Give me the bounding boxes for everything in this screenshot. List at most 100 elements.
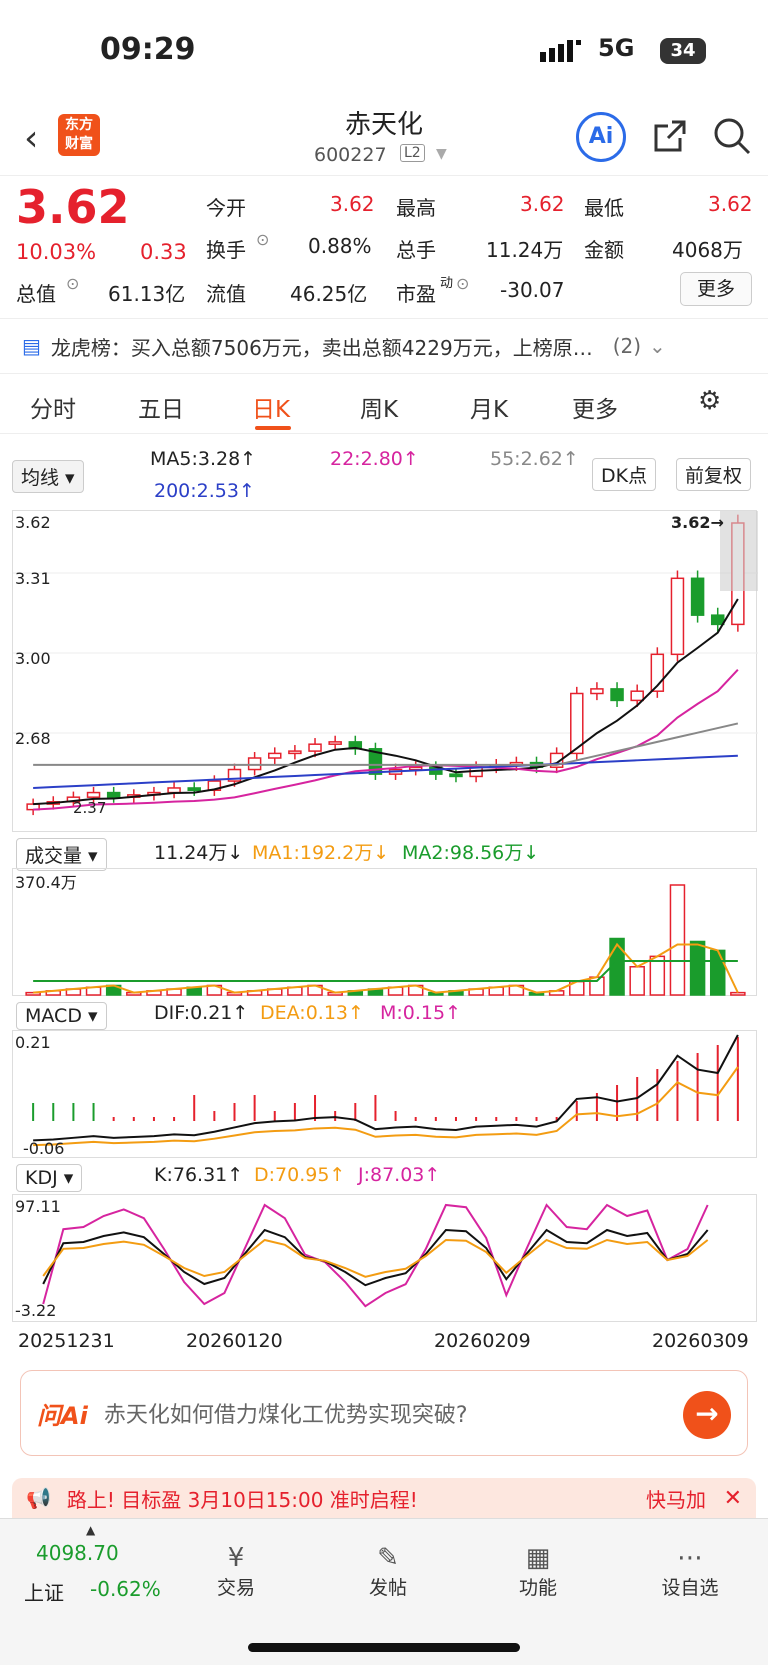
tab-monthly[interactable]: 月K (470, 397, 509, 423)
lhb-text: 龙虎榜：买入总额7506万元，卖出总额4229万元，上榜原… (50, 335, 593, 360)
mktcap-value: 61.13亿 (108, 282, 186, 306)
turnover-value: 0.88% (308, 234, 372, 258)
more-button[interactable]: 更多 (680, 272, 752, 306)
tab-daily[interactable]: 日K (252, 397, 291, 423)
index-change[interactable]: -0.62% (90, 1577, 161, 1601)
candle (590, 688, 604, 695)
open-value: 3.62 (330, 192, 375, 216)
float-value: 46.25亿 (290, 282, 368, 306)
nav-post[interactable]: ✎ 发帖 (348, 1543, 428, 1600)
tab-intraday[interactable]: 分时 (30, 397, 76, 423)
more-dots-icon: ⋯ (677, 1543, 703, 1573)
level-badge[interactable]: L2 (400, 144, 425, 162)
volume-bar (669, 884, 686, 996)
adjust-button[interactable]: 前复权 (676, 458, 752, 491)
candle (167, 787, 181, 794)
kdj-selector[interactable]: KDJ ▾ (16, 1164, 83, 1192)
ma200-label: 200:2.53↑ (154, 480, 255, 502)
nav-functions[interactable]: ▦ 功能 (498, 1543, 578, 1600)
index-name[interactable]: 上证 (24, 1581, 64, 1605)
tab-more[interactable]: 更多 (572, 397, 618, 423)
macd-dif: DIF:0.21↑ (154, 1002, 249, 1024)
open-label: 今开 (206, 196, 246, 220)
volume-bar (730, 991, 746, 996)
signal-icon (540, 40, 582, 66)
date-label: 20260309 (652, 1330, 749, 1352)
index-value[interactable]: 4098.70 (36, 1541, 119, 1565)
volume-bar (649, 955, 666, 996)
date-label: 20260120 (186, 1330, 283, 1352)
nav-trade[interactable]: ¥ 交易 (196, 1543, 276, 1600)
volume-bar (25, 991, 41, 996)
pe-sup: 动 (440, 276, 454, 291)
k-line (42, 1228, 709, 1287)
dragon-tiger-banner[interactable]: ▤ 龙虎榜：买入总额7506万元，卖出总额4229万元，上榜原… (2) ⌄ (0, 318, 768, 374)
edit-icon: ✎ (377, 1543, 399, 1573)
volume-bar (689, 940, 706, 996)
chevron-down-icon[interactable]: ▼ (436, 146, 447, 162)
low-label: 最低 (584, 196, 624, 220)
macd-m: M:0.15↑ (380, 1002, 462, 1024)
grid-icon: ▦ (525, 1543, 551, 1573)
tab-5day[interactable]: 五日 (138, 397, 184, 423)
search-icon[interactable] (712, 116, 752, 160)
close-icon[interactable]: ✕ (723, 1485, 742, 1511)
info-icon[interactable]: ⊙ (256, 230, 270, 249)
ma55-label: 55:2.62↑ (490, 448, 579, 470)
promo-text: 路上! 目标盈 3月10日15:00 准时启程! (66, 1487, 418, 1512)
promo-banner[interactable]: 📢 路上! 目标盈 3月10日15:00 准时启程! 快马加 ✕ (12, 1478, 756, 1518)
tab-weekly[interactable]: 周K (360, 397, 399, 423)
candle (610, 688, 624, 702)
share-icon[interactable] (650, 116, 690, 160)
arrow-right-icon[interactable]: → (683, 1391, 731, 1439)
gear-icon[interactable]: ⚙ (698, 386, 722, 416)
candle (710, 614, 725, 626)
app-logo: 东方 财富 (58, 114, 100, 156)
candle (570, 692, 584, 755)
home-indicator (248, 1643, 520, 1652)
ma5-line (33, 598, 739, 806)
candle (690, 577, 705, 616)
dk-point-button[interactable]: DK点 (592, 458, 657, 491)
active-tab-indicator (255, 426, 291, 430)
battery-icon: 34 (660, 38, 706, 64)
high-value: 3.62 (520, 192, 565, 216)
y-label: 3.00 (15, 649, 51, 668)
candle (408, 766, 423, 771)
macd-selector[interactable]: MACD ▾ (16, 1002, 107, 1030)
ai-button[interactable]: Ai (576, 112, 626, 162)
back-icon[interactable]: ‹ (24, 118, 39, 159)
ma55-line (33, 722, 739, 766)
d-line (42, 1238, 709, 1278)
turnover-label: 换手 (206, 238, 246, 262)
low-price-marker: 2.37 (73, 799, 107, 817)
macd-top-label: 0.21 (15, 1033, 51, 1052)
volume-bar (629, 966, 645, 996)
volume-selector[interactable]: 成交量 ▾ (16, 838, 107, 871)
macd-dea: DEA:0.13↑ (260, 1002, 364, 1024)
candle (247, 757, 262, 771)
candle (288, 750, 302, 755)
kdj-d: D:70.95↑ (254, 1164, 346, 1186)
ma-selector[interactable]: 均线 ▾ (12, 460, 84, 493)
float-label: 流值 (206, 282, 246, 306)
candle (86, 791, 101, 798)
ma200-line (33, 754, 738, 789)
document-icon: ▤ (22, 334, 41, 358)
amount-label: 金额 (584, 238, 624, 262)
change-amount: 0.33 (140, 240, 187, 264)
stock-name: 赤天化 (344, 110, 423, 140)
y-label: 2.68 (15, 729, 51, 748)
vol-ma1: MA1:192.2万↓ (252, 842, 390, 864)
ask-ai-bar[interactable]: 问Ai 赤天化如何借力煤化工优势实现突破? → (20, 1370, 748, 1456)
network-label: 5G (598, 34, 635, 62)
ma22-line (33, 668, 739, 811)
nav-watchlist[interactable]: ⋯ 设自选 (650, 1543, 730, 1600)
info-icon[interactable]: ⊙ (66, 274, 80, 293)
dea-line (33, 1066, 739, 1147)
volume-value: 11.24万 (486, 238, 564, 262)
kline-chart[interactable]: 3.62 3.31 3.00 2.68 3.62→ 2.37 (12, 510, 758, 832)
info-icon[interactable]: ⊙ (456, 274, 470, 293)
chevron-up-icon: ▲ (86, 1523, 96, 1537)
kdj-chart: 97.11 -3.22 (12, 1194, 757, 1322)
